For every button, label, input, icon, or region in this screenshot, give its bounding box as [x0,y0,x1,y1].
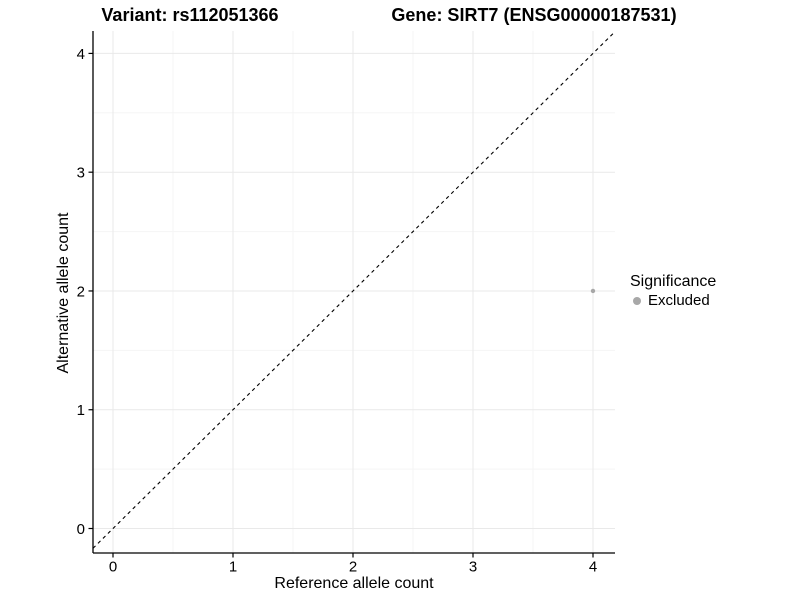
y-tick-label: 0 [77,521,85,538]
identity-line [92,31,616,549]
y-tick-label: 4 [77,46,85,63]
x-tick-label: 3 [469,559,477,576]
legend-entry-excluded: Excluded [630,292,716,310]
legend: Significance Excluded [630,272,716,310]
y-tick-label: 2 [77,283,85,300]
y-axis-title: Alternative allele count [55,212,72,374]
legend-entry-label: Excluded [648,292,710,309]
y-tick-label: 1 [77,402,85,419]
legend-point-icon [633,297,641,305]
x-tick-label: 2 [349,559,357,576]
data-point [590,288,596,294]
y-tick-label: 3 [77,165,85,182]
x-tick-label: 0 [109,559,117,576]
x-tick-label: 4 [589,559,597,576]
plot-title-variant: Variant: rs112051366 [101,5,279,25]
x-tick-label: 1 [229,559,237,576]
x-axis-title: Reference allele count [274,575,434,592]
plot-title-gene: Gene: SIRT7 (ENSG00000187531) [391,5,677,25]
legend-title: Significance [630,273,717,290]
